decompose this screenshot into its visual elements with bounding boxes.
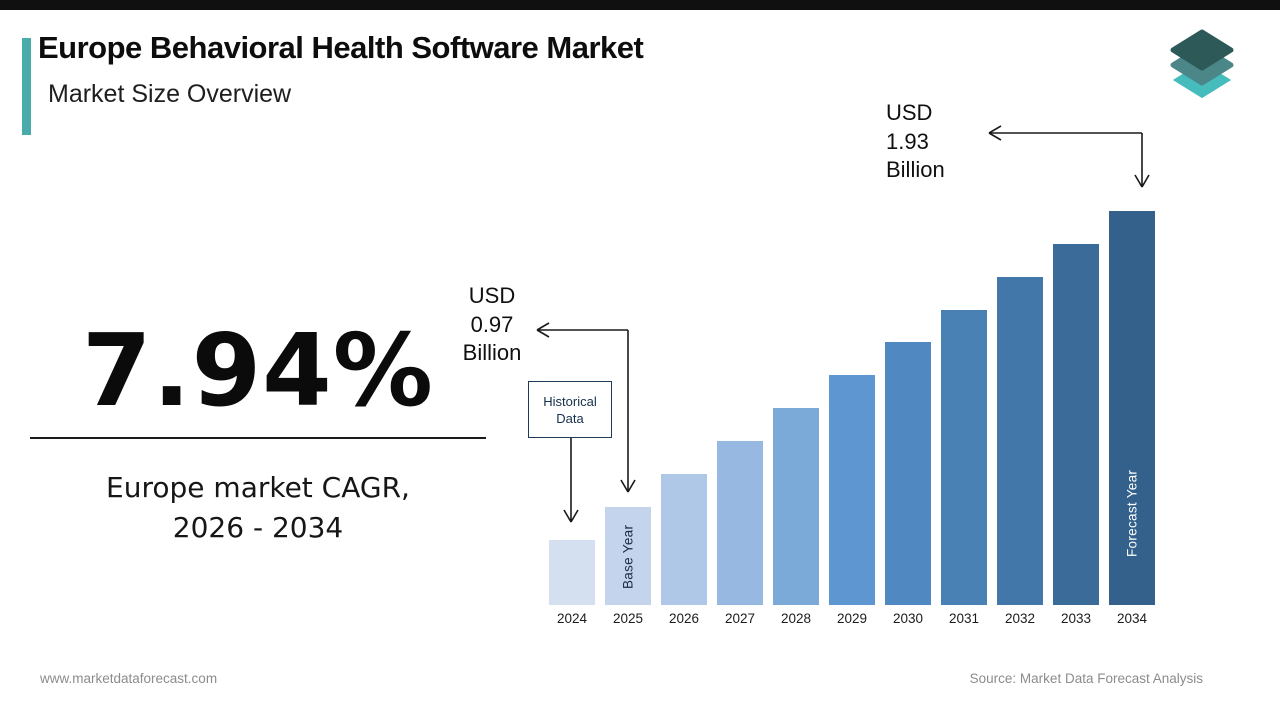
footer-website-link[interactable]: www.marketdataforecast.com — [40, 671, 218, 686]
page-title: Europe Behavioral Health Software Market — [38, 30, 644, 65]
x-axis-label-2034: 2034 — [1116, 611, 1148, 626]
forecast-value-line2: 1.93 — [886, 128, 929, 154]
x-axis-label-2031: 2031 — [948, 611, 980, 626]
base-value-line2: 0.97 — [470, 311, 514, 337]
bar-2028 — [773, 408, 819, 605]
historical-data-line2: Data — [556, 410, 584, 426]
forecast-value-line1: USD — [886, 100, 933, 125]
x-axis-label-2029: 2029 — [836, 611, 868, 626]
cagr-underline — [30, 437, 486, 439]
x-axis-label-2032: 2032 — [1004, 611, 1036, 626]
x-axis-label-2030: 2030 — [892, 611, 924, 626]
forecast-value-annotation: USD 1.93 Billion — [886, 99, 996, 185]
x-axis-label-2025: 2025 — [612, 611, 644, 626]
bar-2032 — [997, 277, 1043, 605]
cagr-value: 7.94% — [82, 312, 434, 429]
top-black-bar — [0, 0, 1280, 10]
cagr-caption: Europe market CAGR, 2026 - 2034 — [10, 468, 506, 548]
x-axis-label-2024: 2024 — [556, 611, 588, 626]
page-subtitle: Market Size Overview — [48, 80, 292, 108]
bar-2029 — [829, 375, 875, 605]
forecast-year-bar-label: Forecast Year — [1124, 469, 1140, 557]
cagr-caption-line1: Europe market CAGR, — [106, 471, 410, 504]
bar-2030 — [885, 342, 931, 605]
base-year-bar-label: Base Year — [620, 524, 636, 590]
x-axis-label-2028: 2028 — [780, 611, 812, 626]
bar-2025 — [605, 507, 651, 605]
x-axis-label-2027: 2027 — [724, 611, 756, 626]
forecast-value-line3: Billion — [886, 157, 945, 182]
footer-source-text: Source: Market Data Forecast Analysis — [969, 671, 1203, 686]
bar-2024 — [549, 540, 595, 605]
bar-2027 — [717, 441, 763, 605]
historical-data-box: Historical Data — [528, 381, 612, 438]
historical-data-line1: Historical — [543, 393, 597, 409]
x-axis-labels: 2024 2025 2026 2027 2028 2029 2030 2031 2032 2033… — [549, 611, 1159, 631]
logo-layer-top — [1170, 29, 1234, 71]
bar-chart: Base Year Forecast Year — [549, 205, 1159, 605]
bar-2033 — [1053, 244, 1099, 605]
bar-2031 — [941, 310, 987, 605]
base-value-line1: USD — [468, 283, 516, 308]
bar-2026 — [661, 474, 707, 605]
x-axis-label-2033: 2033 — [1060, 611, 1092, 626]
title-accent-bar — [22, 38, 31, 135]
cagr-caption-line2: 2026 - 2034 — [172, 511, 344, 544]
base-value-line3: Billion — [462, 340, 522, 365]
base-value-annotation: USD 0.97 Billion — [440, 282, 544, 368]
x-axis-label-2026: 2026 — [668, 611, 700, 626]
forecast-arrow — [988, 125, 1150, 188]
layers-logo-icon — [1170, 29, 1234, 98]
bar-2034 — [1109, 211, 1155, 605]
